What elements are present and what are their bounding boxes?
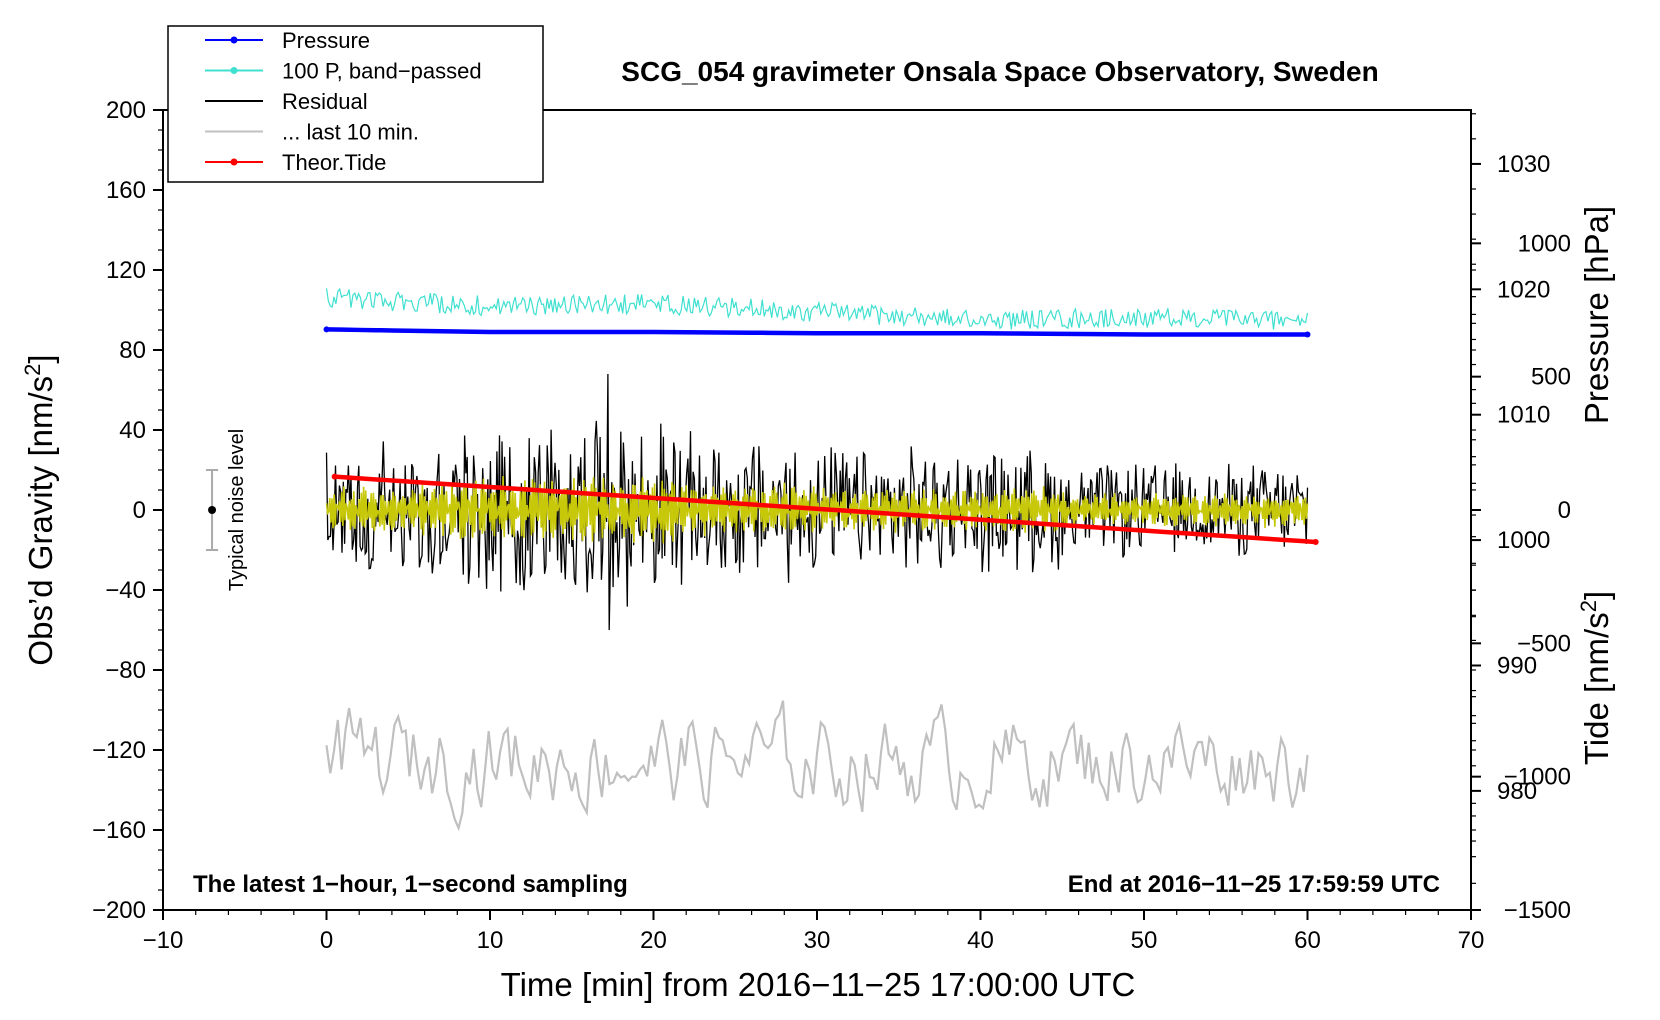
legend-label: Residual bbox=[282, 89, 368, 114]
noise-indicator: Typical noise level bbox=[206, 429, 248, 591]
pressure-tick-label: 1030 bbox=[1497, 151, 1550, 178]
pressure-axis-ticks: 1030 1020 1010 1000 990 980 bbox=[1471, 113, 1550, 842]
y-tick-label: −160 bbox=[92, 817, 146, 844]
tide-tick-label: −1500 bbox=[1504, 897, 1571, 924]
legend-marker bbox=[230, 158, 238, 166]
x-tick-label: 40 bbox=[967, 927, 994, 954]
tide-axis-title-sup: 2 bbox=[1576, 600, 1601, 612]
legend-label: 100 P, band−passed bbox=[282, 59, 482, 84]
annotation-left: The latest 1−hour, 1−second sampling bbox=[193, 871, 628, 898]
pressure-tick-label: 1000 bbox=[1497, 527, 1550, 554]
series-residual-smoothed bbox=[325, 475, 1309, 544]
x-tick-label: 30 bbox=[804, 927, 831, 954]
y-axis-ticks: 200 160 120 80 40 0 −40 −80 −120 −160 −200 bbox=[92, 97, 163, 924]
pressure-tick-label: 1010 bbox=[1497, 402, 1550, 429]
tide-axis-title-prefix: Tide [nm/s bbox=[1578, 612, 1615, 765]
y-tick-label: 200 bbox=[106, 97, 146, 124]
series-theor-tide bbox=[332, 474, 1318, 545]
tide-axis-title: Tide [nm/s2] bbox=[1576, 591, 1615, 765]
y-tick-label: 80 bbox=[119, 337, 146, 364]
y-tick-label: −120 bbox=[92, 737, 146, 764]
legend-marker bbox=[230, 36, 238, 44]
x-tick-label: 60 bbox=[1294, 927, 1321, 954]
series-layer bbox=[323, 287, 1319, 832]
x-axis-ticks: −10 0 10 20 30 40 50 60 70 bbox=[143, 910, 1485, 954]
legend-label: Pressure bbox=[282, 28, 370, 53]
tide-tick-label: −1000 bbox=[1504, 764, 1571, 791]
x-tick-label: −10 bbox=[143, 927, 184, 954]
pressure-tick-label: 1020 bbox=[1497, 276, 1550, 303]
y-tick-label: 40 bbox=[119, 417, 146, 444]
y-tick-label: 120 bbox=[106, 257, 146, 284]
annotation-right: End at 2016−11−25 17:59:59 UTC bbox=[1068, 871, 1440, 898]
noise-label: Typical noise level bbox=[226, 429, 248, 591]
x-tick-label: 50 bbox=[1131, 927, 1158, 954]
legend-label: ... last 10 min. bbox=[282, 120, 419, 145]
legend-marker bbox=[230, 67, 238, 74]
tide-tick-label: 0 bbox=[1558, 497, 1571, 524]
y-tick-label: 0 bbox=[133, 497, 146, 524]
tide-tick-label: 500 bbox=[1531, 364, 1571, 391]
y-tick-label: 160 bbox=[106, 177, 146, 204]
pressure-start-marker bbox=[323, 326, 330, 333]
y-axis-title-left-prefix: Obs’d Gravity [nm/s bbox=[22, 376, 59, 666]
tide-axis-title-suffix: ] bbox=[1578, 591, 1615, 600]
y-tick-label: −80 bbox=[105, 657, 146, 684]
tide-tick-label: −500 bbox=[1517, 630, 1571, 657]
legend-label: Theor.Tide bbox=[282, 150, 386, 175]
x-tick-label: 0 bbox=[320, 927, 333, 954]
x-axis-title: Time [min] from 2016−11−25 17:00:00 UTC bbox=[501, 966, 1136, 1003]
y-axis-title-left-suffix: ] bbox=[22, 354, 59, 363]
pressure-axis-title: Pressure [hPa] bbox=[1578, 206, 1615, 424]
tide-start-marker bbox=[331, 473, 338, 480]
pressure-end-marker bbox=[1304, 331, 1311, 338]
x-tick-label: 70 bbox=[1458, 927, 1485, 954]
legend-box bbox=[167, 25, 544, 183]
pressure-tick-label: 980 bbox=[1497, 778, 1537, 805]
y-tick-label: −200 bbox=[92, 897, 146, 924]
tide-end-marker bbox=[1312, 539, 1319, 545]
y-axis-title-left-sup: 2 bbox=[20, 364, 45, 376]
noise-dot bbox=[208, 506, 217, 514]
tide-tick-label: 1000 bbox=[1518, 230, 1571, 257]
y-axis-title-left: Obs’d Gravity [nm/s2] bbox=[20, 354, 59, 665]
y-tick-label: −40 bbox=[105, 577, 146, 604]
chart-title: SCG_054 gravimeter Onsala Space Observat… bbox=[621, 56, 1378, 87]
tide-axis-ticks: 1000 500 0 −500 −1000 −1500 bbox=[1471, 230, 1571, 924]
x-tick-label: 20 bbox=[640, 927, 667, 954]
series-pressure bbox=[324, 327, 1310, 337]
pressure-tick-label: 990 bbox=[1497, 652, 1537, 679]
x-tick-label: 10 bbox=[477, 927, 504, 954]
legend: Pressure 100 P, band−passed Residual ... la… bbox=[167, 25, 544, 183]
series-100-p-band-passed bbox=[325, 287, 1309, 330]
series-last-10-min bbox=[325, 700, 1309, 832]
